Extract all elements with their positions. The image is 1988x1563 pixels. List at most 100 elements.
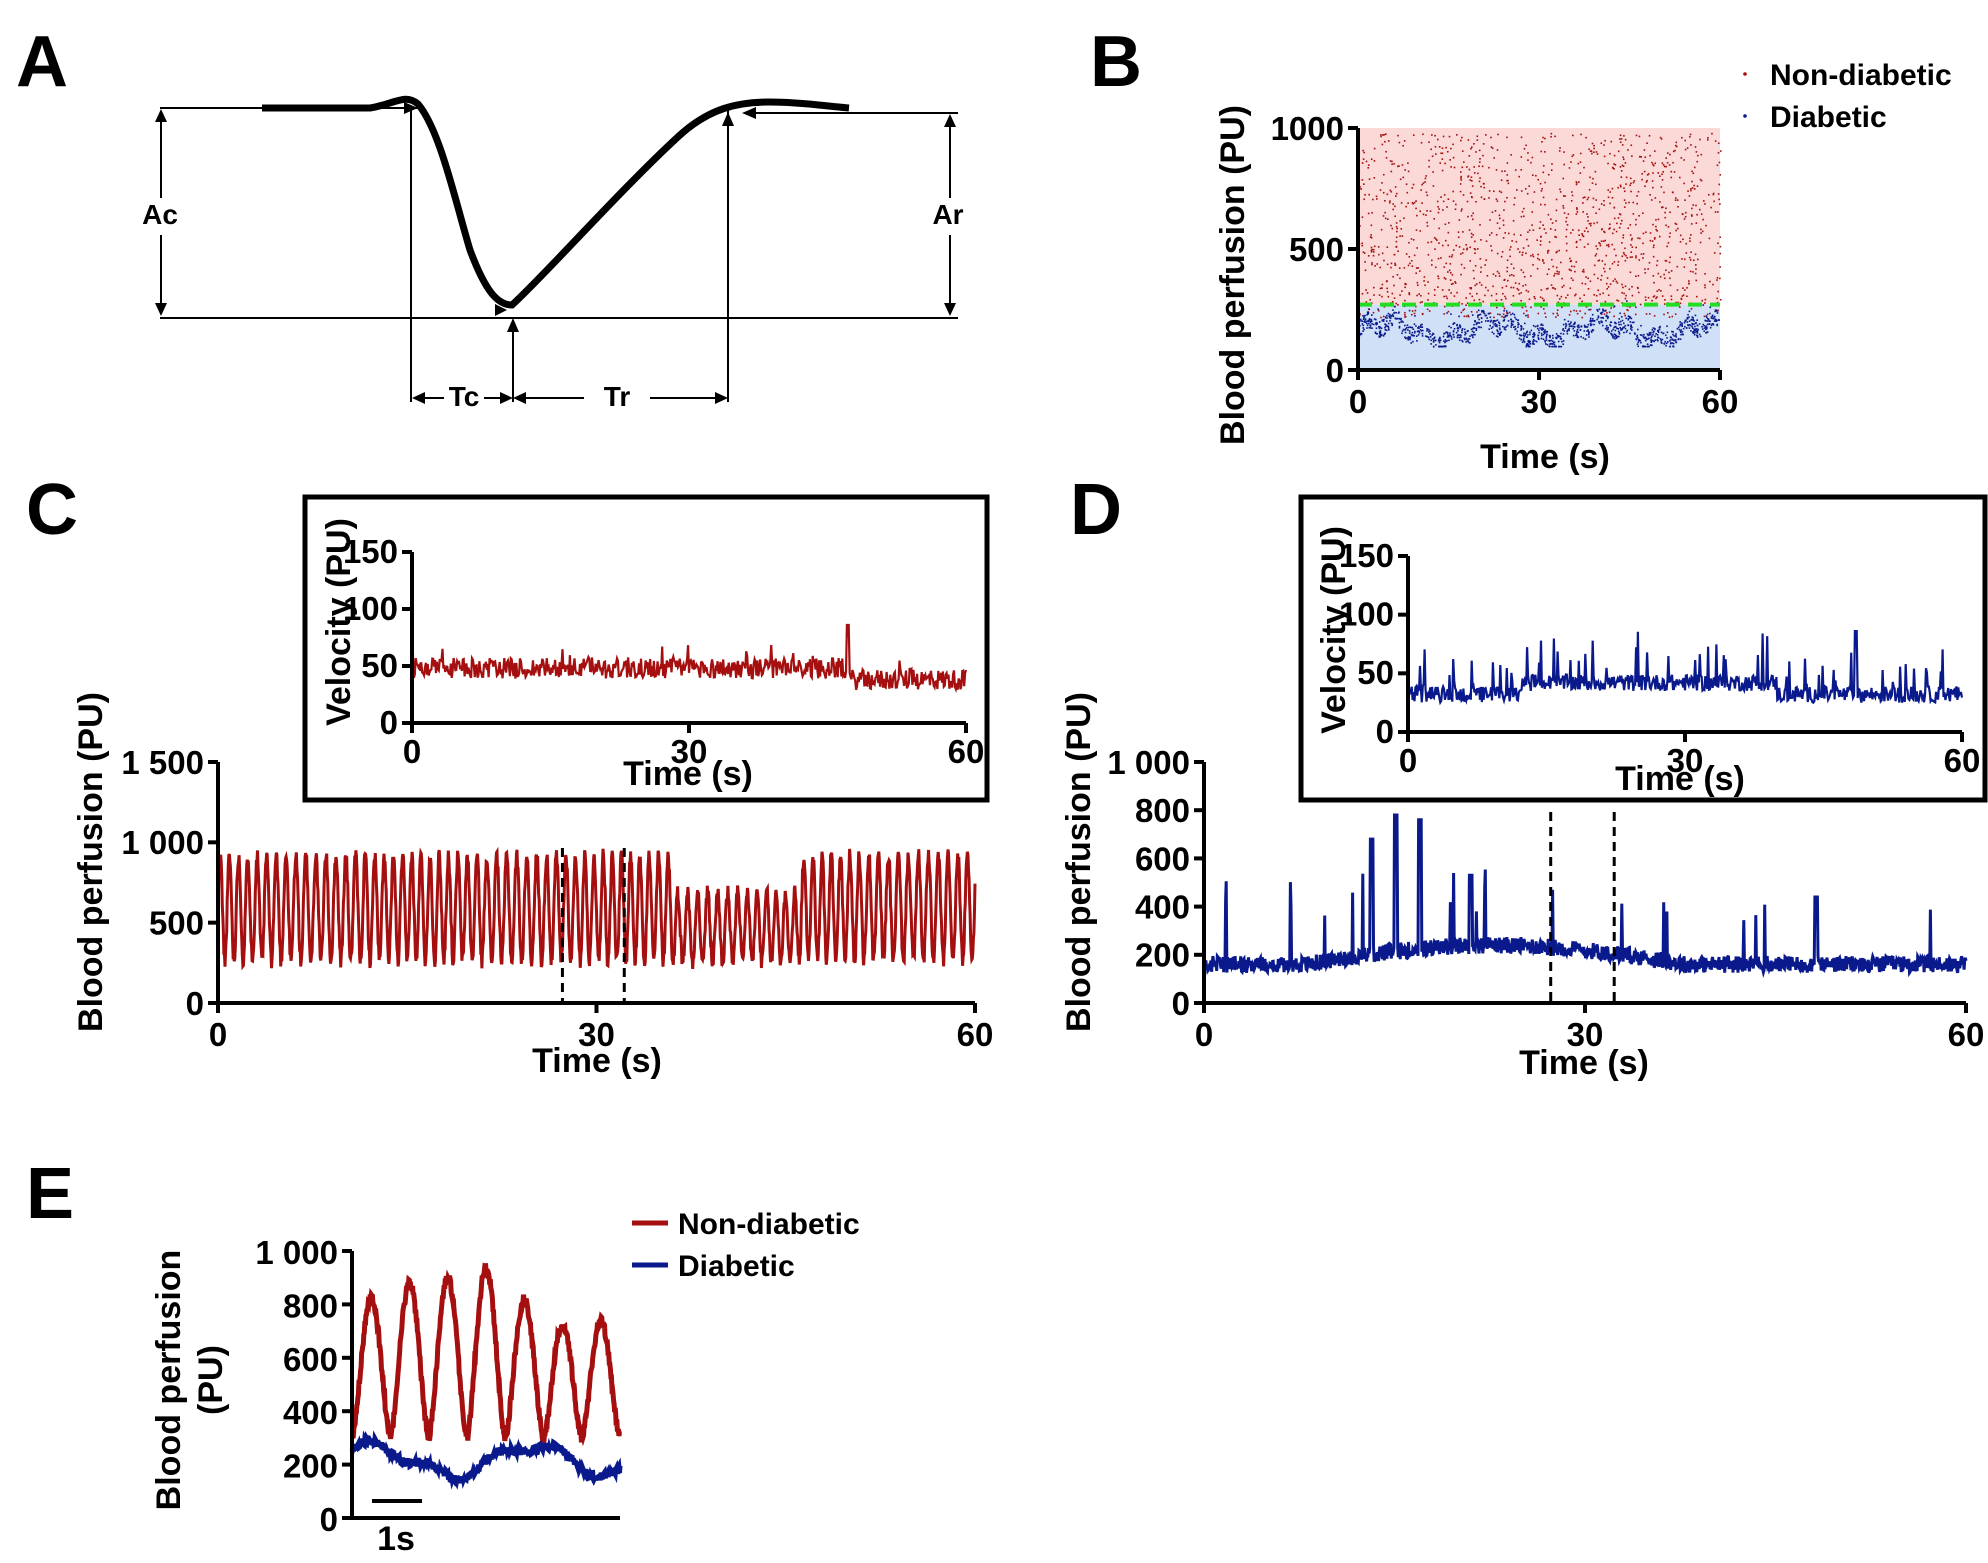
data-point: [1453, 322, 1455, 325]
data-point: [1635, 275, 1637, 278]
data-point: [1670, 342, 1672, 344]
data-point: [1615, 335, 1618, 337]
data-point: [1613, 217, 1616, 220]
data-point: [1505, 285, 1508, 287]
data-point: [1482, 300, 1485, 303]
data-point: [1426, 221, 1428, 224]
data-point: [1389, 200, 1391, 202]
data-point: [1632, 213, 1635, 215]
data-point: [1675, 334, 1677, 337]
data-point: [1638, 340, 1640, 342]
data-point: [1556, 272, 1558, 275]
data-point: [1712, 283, 1714, 286]
data-point: [1421, 202, 1423, 204]
data-point: [1382, 315, 1385, 318]
label-tr: Tr: [604, 381, 631, 412]
data-point: [1551, 343, 1553, 345]
data-point: [1593, 147, 1595, 150]
data-point: [1625, 317, 1628, 320]
data-point: [1472, 333, 1475, 336]
data-point: [1388, 201, 1391, 204]
data-point: [1390, 190, 1393, 193]
data-point: [1399, 178, 1402, 181]
data-point: [1648, 313, 1651, 315]
data-point: [1487, 312, 1490, 315]
data-point: [1601, 260, 1604, 262]
data-point: [1362, 183, 1365, 185]
data-point: [1710, 324, 1713, 327]
data-point: [1520, 326, 1523, 328]
data-point: [1570, 277, 1573, 280]
data-point: [1384, 211, 1386, 214]
data-point: [1471, 146, 1473, 149]
data-point: [1533, 296, 1536, 298]
data-point: [1719, 277, 1721, 280]
data-point: [1539, 296, 1542, 299]
data-point: [1436, 138, 1439, 141]
data-point: [1359, 332, 1361, 335]
data-point: [1694, 329, 1697, 332]
data-point: [1471, 196, 1473, 199]
x-tick-label: 0: [1399, 742, 1417, 779]
data-point: [1548, 340, 1551, 342]
data-point: [1503, 318, 1506, 321]
data-point: [1605, 314, 1608, 317]
data-point: [1676, 265, 1679, 268]
data-point: [1535, 174, 1537, 177]
data-point: [1510, 263, 1513, 265]
data-point: [1504, 200, 1506, 203]
data-point: [1611, 232, 1614, 235]
data-point: [1591, 319, 1594, 322]
data-point: [1437, 211, 1440, 214]
data-point: [1704, 326, 1707, 329]
data-point: [1680, 333, 1682, 336]
data-point: [1663, 277, 1666, 280]
data-point: [1602, 292, 1604, 295]
data-point: [1367, 164, 1370, 166]
data-point: [1413, 201, 1416, 204]
data-point: [1669, 345, 1671, 348]
data-point: [1444, 331, 1447, 334]
data-point: [1602, 267, 1605, 270]
data-point: [1512, 267, 1515, 270]
data-point: [1430, 241, 1433, 243]
data-point: [1489, 324, 1492, 327]
data-point: [1363, 321, 1366, 323]
data-point: [1416, 214, 1418, 217]
data-point: [1402, 144, 1404, 147]
data-point: [1479, 313, 1482, 316]
data-point: [1563, 330, 1566, 332]
data-point: [1540, 323, 1543, 326]
data-point: [1633, 332, 1636, 334]
data-point: [1398, 327, 1401, 329]
data-point: [1580, 325, 1583, 328]
data-point: [1717, 193, 1720, 195]
data-point: [1649, 194, 1651, 196]
data-point: [1609, 152, 1611, 155]
y-axis-label-b: Blood perfusion (PU): [1214, 105, 1252, 445]
data-point: [1583, 324, 1586, 327]
data-point: [1631, 329, 1633, 331]
data-point: [1480, 239, 1482, 241]
data-point: [1416, 281, 1419, 284]
data-point: [1613, 261, 1616, 263]
data-point: [1692, 317, 1694, 319]
data-point: [1480, 326, 1482, 329]
data-point: [1364, 321, 1367, 323]
data-point: [1512, 320, 1515, 323]
data-point: [1519, 334, 1522, 337]
data-point: [1416, 294, 1418, 297]
data-point: [1433, 339, 1435, 342]
data-point: [1651, 161, 1653, 164]
data-point: [1527, 290, 1530, 293]
data-point: [1556, 309, 1559, 312]
data-point: [1716, 297, 1719, 300]
data-point: [1523, 312, 1525, 315]
data-point: [1603, 231, 1606, 234]
data-point: [1502, 224, 1505, 226]
data-point: [1363, 151, 1365, 154]
data-point: [1369, 327, 1372, 329]
data-point: [1621, 242, 1623, 244]
data-point: [1414, 309, 1417, 312]
